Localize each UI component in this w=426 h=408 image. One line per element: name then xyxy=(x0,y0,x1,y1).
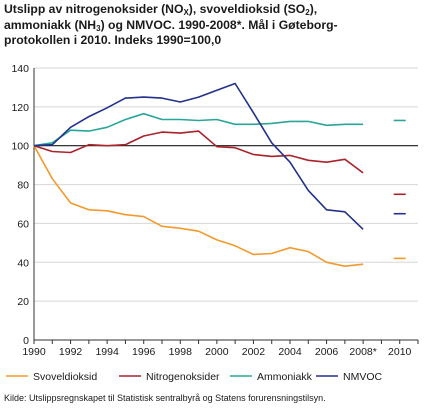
x-tick-label-1996: 1996 xyxy=(132,346,156,358)
y-axis-tick-labels: 0 20 40 60 80 100 120 140 xyxy=(11,63,29,347)
x-tick-label-1990: 1990 xyxy=(22,346,46,358)
series-lines xyxy=(33,82,364,268)
gridlines xyxy=(34,67,418,341)
x-tick-label-2004: 2004 xyxy=(278,346,302,358)
legend-item-nmvoc: NMVOC xyxy=(316,371,383,383)
target-markers xyxy=(393,119,406,260)
legend-item-svoveldioksid: Svoveldioksid xyxy=(6,371,97,383)
y-tick-label-80: 80 xyxy=(17,180,29,192)
series-line-svoveldioksid xyxy=(33,145,364,268)
x-tick-label-1994: 1994 xyxy=(95,346,119,358)
series-line-ammoniakk xyxy=(33,112,364,147)
y-tick-label-40: 40 xyxy=(17,257,29,269)
legend-label-nmvoc: NMVOC xyxy=(343,371,383,383)
series-line-nitrogenoksider xyxy=(33,130,364,174)
x-axis-tick-labels: 1990 1992 1994 1996 1998 2000 2002 2004 2006 2008… xyxy=(22,346,411,358)
x-tick-label-2010: 2010 xyxy=(388,346,412,358)
chart-title: Utslipp av nitrogenoksider (NOX), svovel… xyxy=(4,2,338,47)
legend-label-nitrogenoksider: Nitrogenoksider xyxy=(146,371,220,383)
y-tick-label-100: 100 xyxy=(11,141,29,153)
x-tick-label-2008*: 2008* xyxy=(349,346,376,358)
x-tick-label-2002: 2002 xyxy=(242,346,266,358)
x-tick-label-1998: 1998 xyxy=(169,346,193,358)
x-tick-label-2000: 2000 xyxy=(205,346,229,358)
axes xyxy=(33,68,419,344)
y-tick-label-120: 120 xyxy=(11,102,29,114)
x-tick-label-2006: 2006 xyxy=(315,346,339,358)
legend-item-nitrogenoksider: Nitrogenoksider xyxy=(119,371,220,383)
series-line-nmvoc xyxy=(33,82,364,230)
y-tick-label-0: 0 xyxy=(23,335,29,347)
y-tick-label-20: 20 xyxy=(17,296,29,308)
legend: Svoveldioksid Nitrogenoksider Ammoniakk NMV… xyxy=(6,371,383,383)
y-tick-label-140: 140 xyxy=(11,63,29,75)
source-note: Kilde: Utslippsregnskapet til Statistisk… xyxy=(4,393,326,403)
y-tick-label-60: 60 xyxy=(17,218,29,230)
legend-label-ammoniakk: Ammoniakk xyxy=(257,371,313,383)
x-tick-label-1992: 1992 xyxy=(59,346,83,358)
legend-item-ammoniakk: Ammoniakk xyxy=(230,371,313,383)
legend-label-svoveldioksid: Svoveldioksid xyxy=(33,371,97,383)
